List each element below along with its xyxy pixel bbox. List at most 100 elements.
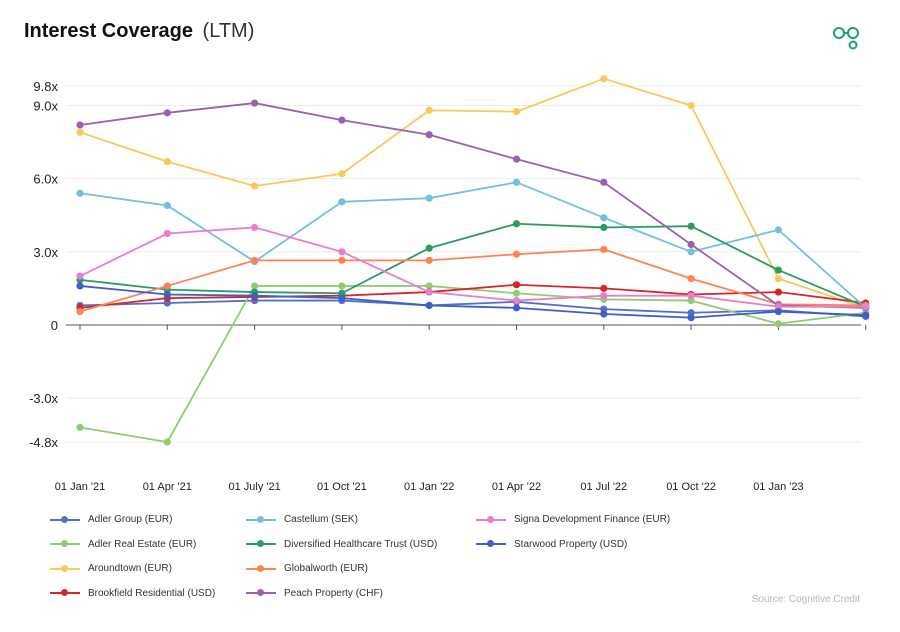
legend-label: Brookfield Residential (USD) xyxy=(88,587,216,599)
data-point xyxy=(687,248,695,256)
data-point xyxy=(251,256,259,264)
legend-swatch-icon xyxy=(246,515,276,525)
data-point xyxy=(774,288,783,296)
data-point xyxy=(687,101,695,110)
legend-label: Globalworth (EUR) xyxy=(284,563,368,574)
data-point xyxy=(76,121,84,129)
legend-swatch-icon xyxy=(50,564,80,574)
data-point xyxy=(512,220,521,228)
data-point xyxy=(76,423,84,431)
series-line xyxy=(79,222,867,308)
data-point xyxy=(774,226,783,234)
legend-item[interactable]: Aroundtown (EUR) xyxy=(50,563,172,574)
data-point xyxy=(600,310,608,318)
y-tick-label: -4.8x xyxy=(29,435,58,450)
data-point xyxy=(76,189,84,197)
data-point xyxy=(76,128,84,136)
data-point xyxy=(512,281,521,289)
y-tick-label: 6.0x xyxy=(33,172,58,187)
data-point xyxy=(512,289,521,297)
data-point xyxy=(512,304,521,312)
data-point xyxy=(76,307,84,316)
x-tick-label: 01 Oct '21 xyxy=(317,481,367,493)
data-point xyxy=(425,282,433,290)
data-point xyxy=(774,307,783,316)
series-line xyxy=(79,283,866,309)
data-point xyxy=(512,250,521,258)
legend-item[interactable]: Signa Development Finance (EUR) xyxy=(476,514,670,525)
legend-item[interactable]: Starwood Property (USD) xyxy=(476,539,627,550)
x-tick-label: 01 Jan '23 xyxy=(753,481,803,493)
x-tick-label: 01 Apr '21 xyxy=(143,481,192,493)
legend-label: Diversified Healthcare Trust (USD) xyxy=(284,538,438,550)
data-point xyxy=(600,223,608,232)
data-point xyxy=(600,245,608,253)
series-line xyxy=(79,248,866,313)
legend-item[interactable]: Diversified Healthcare Trust (USD) xyxy=(246,539,437,550)
y-tick-label: 0 xyxy=(51,318,58,333)
legend-label: Peach Property (CHF) xyxy=(284,587,383,599)
x-tick-label: 01 Jan '22 xyxy=(404,481,454,493)
y-tick-label: 9.0x xyxy=(33,99,58,114)
data-point xyxy=(687,314,695,322)
legend-swatch-icon xyxy=(246,564,276,574)
data-point xyxy=(425,288,433,296)
legend-swatch-icon xyxy=(50,588,80,598)
legend-swatch-icon xyxy=(476,515,506,525)
data-point xyxy=(251,99,259,107)
data-point xyxy=(687,222,695,230)
series-line xyxy=(79,77,866,309)
data-point xyxy=(425,106,433,114)
legend-item[interactable]: Adler Real Estate (EUR) xyxy=(50,539,196,550)
chart-title-subtitle: (LTM) xyxy=(202,20,255,42)
data-point xyxy=(163,438,171,446)
legend-item[interactable]: Peach Property (CHF) xyxy=(246,588,383,599)
data-point xyxy=(251,282,259,290)
data-point xyxy=(862,311,870,319)
data-point xyxy=(425,131,433,139)
data-point xyxy=(600,292,608,300)
data-point xyxy=(163,290,171,299)
data-point xyxy=(687,275,695,283)
x-tick-label: 01 Jul '22 xyxy=(580,481,627,493)
data-point xyxy=(251,223,259,232)
data-point xyxy=(600,214,608,222)
data-point xyxy=(774,266,783,274)
data-point xyxy=(425,194,433,202)
data-point xyxy=(774,275,783,283)
legend-label: Signa Development Finance (EUR) xyxy=(514,514,671,525)
y-tick-label: -3.0x xyxy=(29,391,58,406)
legend-swatch-icon xyxy=(476,539,506,549)
chart-title: Interest Coverage (LTM) xyxy=(24,20,254,43)
data-point xyxy=(862,303,870,311)
legend-swatch-icon xyxy=(50,539,80,549)
data-point xyxy=(425,244,433,252)
data-point xyxy=(251,182,259,190)
data-point xyxy=(338,170,346,178)
legend-item[interactable]: Brookfield Residential (USD) xyxy=(50,588,215,599)
data-point xyxy=(600,178,608,186)
data-point xyxy=(163,109,171,117)
data-point xyxy=(425,301,433,310)
legend-item[interactable]: Globalworth (EUR) xyxy=(246,563,368,574)
data-point xyxy=(774,320,783,328)
source-note: Source: Cognitive Credit xyxy=(751,594,860,605)
data-point xyxy=(338,256,346,264)
legend-swatch-icon xyxy=(246,588,276,598)
data-point xyxy=(76,282,84,290)
data-point xyxy=(251,292,259,300)
data-point xyxy=(512,296,521,305)
legend-swatch-icon xyxy=(246,539,276,549)
line-chart: 9.8x 9.0x 6.0x 3.0x 0 -3.0x -4.8x 01 Jan '21 01 … xyxy=(29,75,870,493)
legend-label: Adler Real Estate (EUR) xyxy=(88,538,197,550)
data-point xyxy=(338,116,346,124)
data-point xyxy=(512,178,521,186)
data-point xyxy=(338,294,346,302)
data-point xyxy=(600,75,608,83)
legend-item[interactable]: Adler Group (EUR) xyxy=(50,514,172,525)
legend-item[interactable]: Castellum (SEK) xyxy=(246,514,358,525)
x-tick-label: 01 July '21 xyxy=(228,481,280,493)
data-point xyxy=(163,201,171,210)
x-tick-label: 01 Oct '22 xyxy=(666,481,716,493)
data-point xyxy=(163,157,171,166)
